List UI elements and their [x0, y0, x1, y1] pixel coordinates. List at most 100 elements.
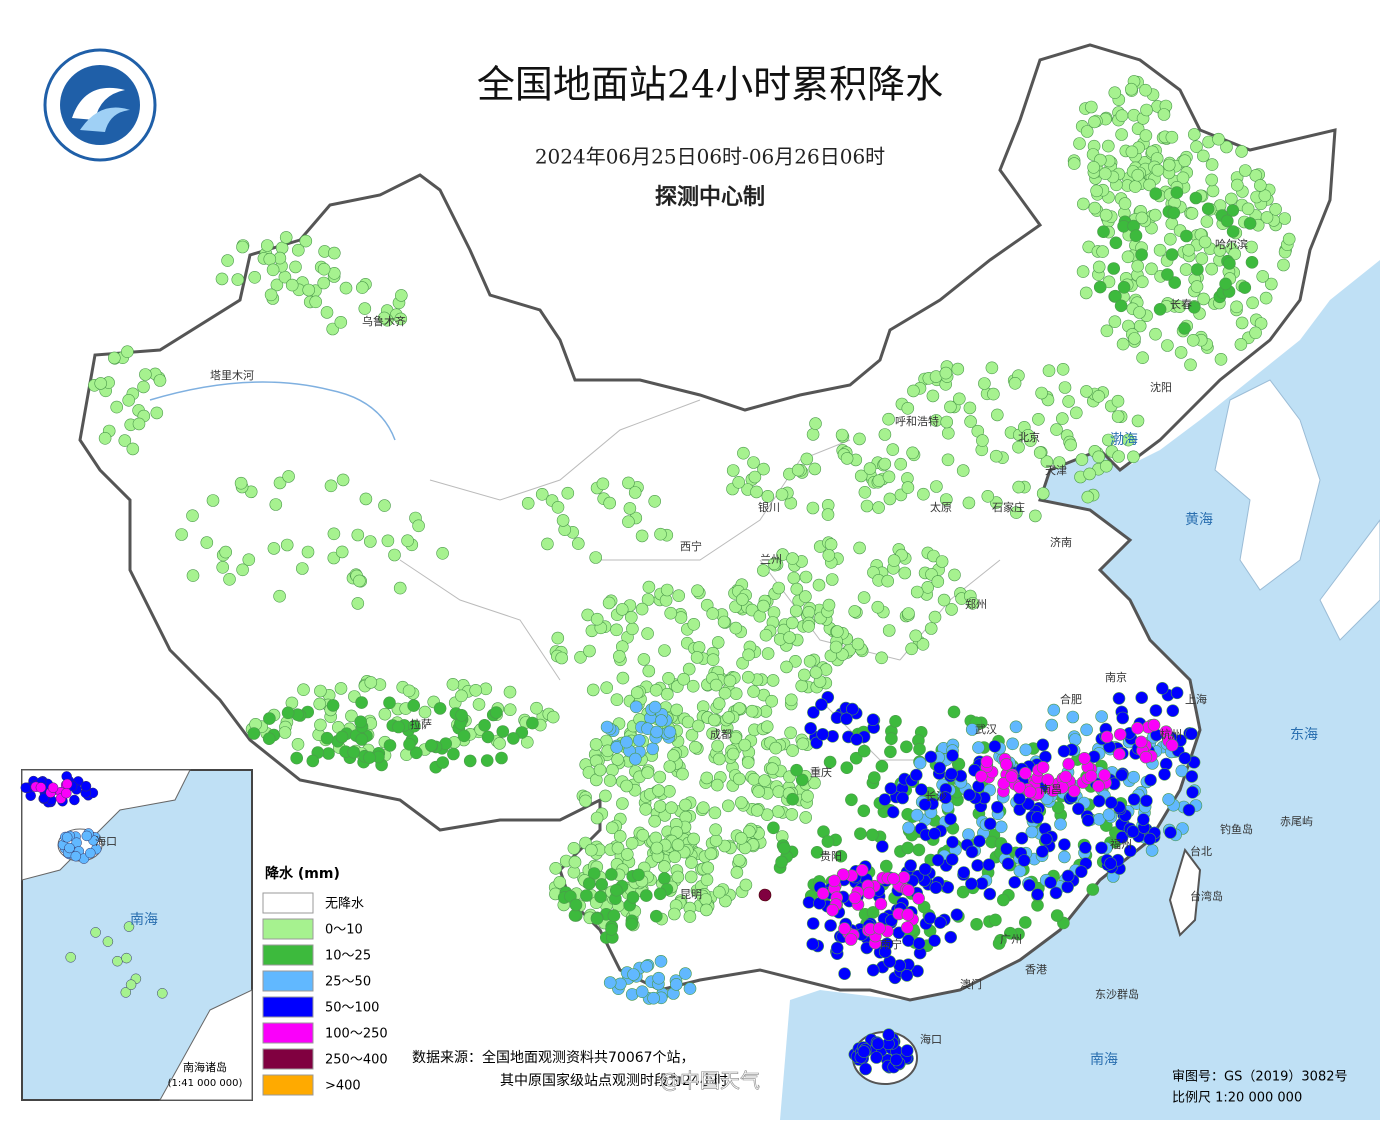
place-label: 呼和浩特 [895, 414, 939, 428]
station-dot [648, 494, 662, 508]
station-dot [433, 702, 447, 715]
station-dot [872, 501, 885, 514]
station-dot [1133, 306, 1146, 319]
station-dot [1178, 751, 1192, 765]
station-dot [965, 877, 978, 891]
station-dot [973, 834, 986, 848]
station-dot [1008, 875, 1022, 889]
station-dot [1107, 262, 1120, 275]
station-dot [1000, 842, 1013, 856]
station-dot [896, 791, 909, 805]
station-dot [796, 737, 810, 751]
station-dot [823, 755, 837, 769]
station-dot [809, 417, 822, 430]
station-dot [629, 700, 643, 714]
station-dot [586, 683, 600, 697]
station-dot [582, 877, 596, 890]
station-dot [802, 605, 816, 619]
station-dot [1013, 792, 1026, 805]
inset-dots [20, 771, 168, 999]
station-dot [1125, 82, 1138, 96]
station-dot [1021, 428, 1035, 442]
station-dot [418, 705, 432, 719]
station-dot [1188, 128, 1201, 141]
station-dot [750, 804, 764, 817]
station-dot [721, 799, 735, 813]
station-dot [186, 569, 200, 582]
station-dot [1015, 831, 1029, 845]
station-dot [393, 581, 407, 595]
station-dot [808, 462, 822, 476]
station-dot [98, 431, 112, 445]
station-dot [635, 602, 649, 616]
station-dot [946, 749, 959, 762]
station-dot [267, 542, 281, 555]
station-dot [1072, 802, 1085, 816]
station-dot [790, 582, 804, 596]
station-dot [1162, 793, 1175, 806]
station-dot [685, 856, 698, 869]
place-label: 塔里木河 [210, 369, 254, 382]
station-dot [383, 696, 396, 710]
station-dot [1067, 784, 1081, 798]
station-dot [711, 739, 724, 753]
station-dot [1066, 710, 1080, 724]
place-label: 台北 [1190, 844, 1212, 858]
station-dot [1050, 423, 1063, 436]
station-dot [791, 463, 805, 477]
station-dot [1212, 132, 1225, 146]
place-label: 福州 [1110, 837, 1132, 851]
station-dot [946, 835, 959, 849]
station-dot [1057, 744, 1071, 758]
station-dot [535, 487, 549, 501]
station-dot [1137, 813, 1150, 826]
station-dot [939, 493, 953, 506]
station-dot [317, 276, 331, 290]
station-dot [1265, 277, 1278, 291]
place-label: 石家庄 [992, 500, 1025, 514]
japan [1319, 519, 1380, 641]
station-dot [263, 252, 277, 266]
station-dot [309, 295, 323, 309]
place-label: 杭州 [1160, 727, 1182, 741]
station-dot [610, 623, 623, 637]
station-dot [918, 798, 932, 811]
station-dot [734, 796, 748, 809]
station-dot [121, 345, 134, 359]
station-dot [885, 732, 898, 746]
station-dot [812, 578, 826, 592]
station-dot [61, 787, 72, 799]
legend-label: 无降水 [325, 897, 364, 912]
station-dot [1075, 865, 1088, 879]
place-label: 赤尾屿 [1280, 815, 1313, 828]
station-dot [291, 737, 305, 751]
station-dot [874, 897, 888, 911]
station-dot [1127, 450, 1140, 464]
station-dot [875, 840, 889, 853]
station-dot [215, 272, 229, 286]
station-dot [679, 967, 692, 980]
station-dot [81, 830, 93, 842]
station-dot [64, 842, 75, 854]
station-dot [975, 877, 989, 890]
station-dot [663, 760, 677, 773]
station-dot [1092, 389, 1105, 403]
legend-swatch [262, 892, 314, 914]
station-dot [821, 835, 835, 848]
station-dot [653, 800, 667, 813]
station-dot [611, 753, 624, 766]
station-dot [623, 502, 637, 515]
station-dot [65, 952, 76, 963]
station-dot [1185, 207, 1199, 220]
station-dot [530, 701, 543, 715]
station-dot [706, 607, 720, 620]
station-dot [780, 660, 793, 674]
station-dot [1044, 876, 1057, 889]
station-dot [916, 637, 930, 651]
station-dot [641, 627, 654, 640]
station-dot [889, 1053, 903, 1067]
place-label: 郑州 [965, 597, 987, 611]
station-dot [20, 782, 32, 793]
station-dot [455, 708, 468, 722]
station-dot [1219, 277, 1232, 291]
